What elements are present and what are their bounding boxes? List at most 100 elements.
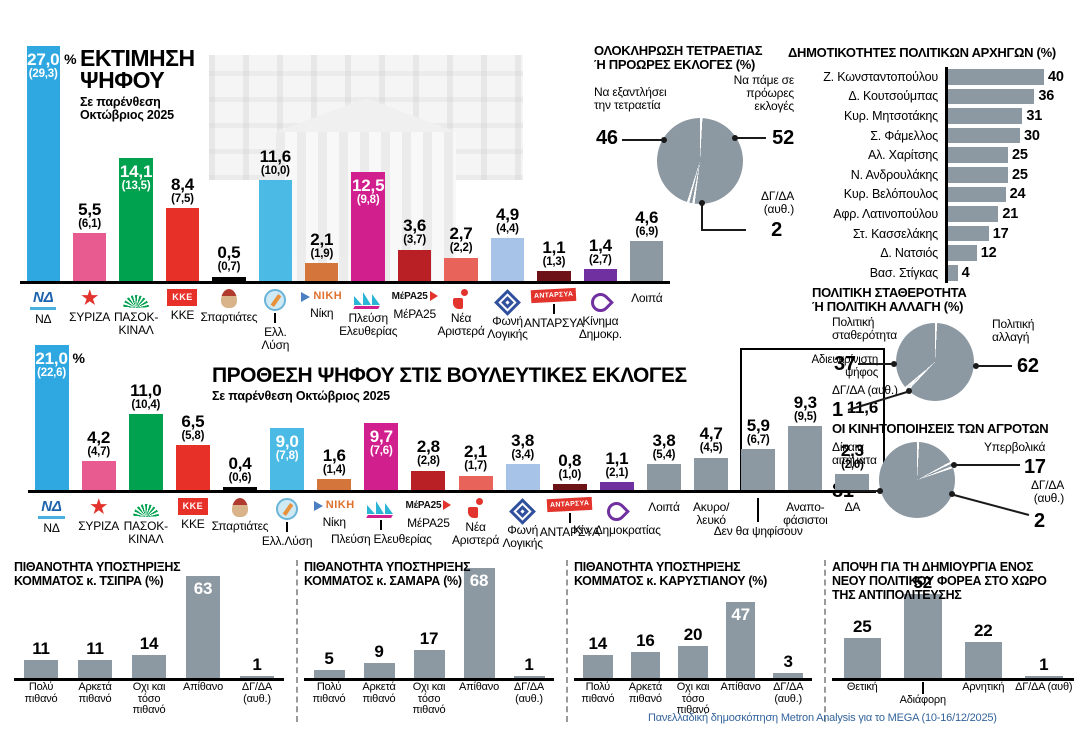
category-label-text: ΔΓ/ΔΑ (αυθ) [1015, 681, 1073, 693]
previous-value: (6,7) [746, 434, 770, 447]
party-label: Πλεύση Ελευθερίας [330, 532, 432, 546]
category-label: Αρνητική [953, 681, 1014, 707]
party-cell-nd: ΝΔ ΝΔ [28, 493, 75, 555]
parliament-building-image [170, 40, 562, 282]
leader-row: Κυρ. Μητσοτάκης 31 [788, 106, 1086, 126]
bar-column-loipa: 3,8 (5,4) [640, 432, 687, 490]
bar-value-label: 11,6 (10,0) [259, 146, 292, 177]
da-bar [835, 474, 870, 490]
label-tick [921, 682, 924, 694]
party-label: ΑΝΤΑΡΣΥΑ [523, 316, 584, 330]
syriza-logo: ★ [81, 288, 99, 309]
party-cell-denpsi: Δεν θα ψηφίσουν [714, 493, 803, 555]
akyro-bar [694, 457, 729, 490]
bar-value: 25 [852, 616, 872, 636]
foni-bar [490, 238, 525, 281]
party-cell-plefsi: Πλεύση Ελευθερίας [339, 284, 397, 351]
leader-bar-track: 40 [945, 67, 1064, 87]
party-cell-mera25: ΜέΡΑ25 ΜέΡΑ25 [405, 493, 452, 555]
bar-value-label: 3,8 (3,4) [511, 430, 535, 461]
slice-value: 1 [832, 399, 843, 422]
foni-bar [505, 463, 540, 490]
section-divider [566, 560, 568, 722]
category-label-text: Οχι και τόσο πιθανό [412, 681, 446, 717]
pie-chart [657, 118, 743, 205]
party-label: Νίκη [310, 306, 334, 321]
label-tick [568, 513, 571, 523]
previous-value: (2,0) [841, 458, 864, 471]
bar-value: 22 [973, 621, 993, 641]
category-label-text: Απίθανο [720, 681, 761, 693]
slice-value: 46 [596, 127, 618, 150]
leader-bar [948, 245, 977, 261]
party-cell-loipa: Λοιπά [624, 284, 670, 351]
bar-column-loipa: 4,6 (6,9) [624, 209, 670, 281]
tsipras-support-labels: Πολύ πιθανό Αρκετά πιθανό Οχι και τόσο πιθ… [14, 681, 284, 717]
vote-intention-subtitle: Σε παρένθεση Οκτώβριος 2025 [212, 388, 390, 403]
party-cell-foni: Φωνή Λογικής [484, 284, 530, 351]
slice-label: ΔΓ/ΔΑ (αυθ.) [1031, 478, 1064, 505]
bar-value-label: 2,8 (2,8) [416, 437, 440, 468]
leader-bar-track: 36 [945, 86, 1054, 107]
category-label: Απίθανο [176, 681, 230, 717]
bar-column-nd: 27,0% (29,3) [20, 46, 77, 281]
party-label: ΣΥΡΙΖΑ [78, 519, 120, 533]
nearistera-logo [467, 498, 484, 518]
bar-column-spartiates: 0,4 (0,6) [216, 455, 263, 490]
kinima-logo [586, 289, 614, 316]
slice-label: ΔΓ/ΔΑ (αυθ.) [832, 383, 898, 398]
kke-bar [165, 207, 200, 281]
pie-chart [879, 442, 955, 519]
previous-value: (2,8) [417, 455, 440, 468]
samaras-support-title: ΠΙΘΑΝΟΤΗΤΑ ΥΠΟΣΤΗΡΙΞΗΣ ΚΟΜΜΑΤΟΣ κ. ΣΑΜΑΡ… [304, 560, 471, 588]
kke-logo: ΚΚΕ [177, 498, 208, 515]
category-label: ΔΓ/ΔΑ (αυθ.) [764, 681, 812, 717]
syriza-logo: ★ [90, 497, 108, 518]
party-label: Ελλ.Λύση [261, 534, 313, 548]
previous-value: (7,6) [369, 444, 393, 457]
bar-column: 1 [230, 656, 284, 678]
previous-value: (0,7) [217, 261, 241, 274]
bar-column-nearistera: 2,7 (2,2) [438, 225, 484, 281]
slice-label: Πολιτική αλλαγή [992, 317, 1035, 345]
category-label: Πολύ πιθανό [304, 681, 354, 717]
category-label: Θετική [832, 681, 893, 707]
bar [513, 675, 545, 678]
karystianou-support-title: ΠΙΘΑΝΟΤΗΤΑ ΥΠΟΣΤΗΡΙΞΗΣ ΚΟΜΜΑΤΟΣ κ. ΚΑΡΥΣ… [574, 560, 767, 588]
party-label: ΝΔ [43, 521, 60, 535]
previous-value: (9,5) [793, 410, 817, 423]
party-label: ΑΝΤΑΡΣΥΑ [539, 525, 600, 539]
previous-value: (4,7) [87, 445, 110, 458]
party-cell-antarsya: ΑΝΤΑΡΣΥΑ ΑΝΤΑΡΣΥΑ [524, 284, 584, 351]
bar-value-label: 8,4 (7,5) [170, 174, 195, 205]
ellysi-bar [258, 180, 293, 281]
leader-name: Κυρ. Βελόπουλος [843, 187, 938, 202]
bar-value-label: 5,9 (6,7) [746, 416, 770, 447]
bar-value: 52 [913, 572, 932, 592]
bar-value-label: 0,4 (0,6) [228, 453, 252, 484]
leader-row: Δ. Κουτσούμπας 36 [788, 86, 1086, 107]
bar-column-plefsi: 9,7 (7,6) [358, 423, 405, 490]
previous-value: (13,5) [121, 180, 151, 193]
leader-bar [948, 69, 1044, 85]
party-label: Αναπο- φάσιστοι [783, 500, 828, 527]
bar-value-label: 2,1 (1,7) [464, 442, 488, 473]
tsipras-support-title: ΠΙΘΑΝΟΤΗΤΑ ΥΠΟΣΤΗΡΙΞΗΣ ΚΟΜΜΑΤΟΣ κ. ΤΣΙΠΡ… [14, 560, 181, 588]
vote-estimate-bars: 27,0% (29,3) 5,5 (6,1) 14,1 (13,5) 8,4 (7,5) 0,5… [20, 43, 670, 284]
foni-logo [509, 498, 537, 525]
bar-value-label: 1,1 (1,3) [542, 238, 566, 269]
bar-column: 11 [68, 640, 122, 678]
previous-value: (1,3) [542, 256, 566, 269]
antarsya-bar [552, 484, 587, 490]
party-label: ΜέΡΑ25 [407, 516, 450, 530]
category-label: Αρκετά πιθανό [354, 681, 404, 717]
pasok-logo [132, 504, 159, 517]
bar-column: 17 [404, 630, 454, 678]
bar-value-label: 4,6 (6,9) [635, 207, 659, 238]
category-label: ΔΓ/ΔΑ (αυθ.) [504, 681, 554, 717]
bar [904, 593, 942, 678]
leader-bar [948, 108, 1023, 124]
leader-row: Ν. Ανδρουλάκης 25 [788, 165, 1086, 185]
slice-label: Να εξαντλήσει την τετραετία [594, 85, 667, 113]
party-label: Σπαρτιάτες [211, 519, 269, 533]
